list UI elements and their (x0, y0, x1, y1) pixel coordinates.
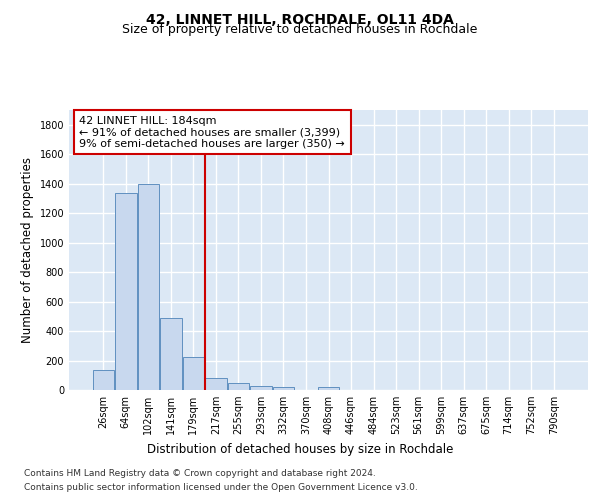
Bar (273, 388, 294, 390)
Text: Contains public sector information licensed under the Open Government Licence v3: Contains public sector information licen… (24, 484, 418, 492)
Bar (318, 388, 339, 390)
Bar (115, 192, 137, 390)
Bar (182, 357, 204, 390)
Text: Distribution of detached houses by size in Rochdale: Distribution of detached houses by size … (147, 442, 453, 456)
Bar (160, 318, 182, 390)
Bar (250, 386, 272, 390)
Text: Contains HM Land Registry data © Crown copyright and database right 2024.: Contains HM Land Registry data © Crown c… (24, 468, 376, 477)
Y-axis label: Number of detached properties: Number of detached properties (21, 157, 34, 343)
Bar (92, 370, 114, 390)
Text: 42, LINNET HILL, ROCHDALE, OL11 4DA: 42, LINNET HILL, ROCHDALE, OL11 4DA (146, 12, 454, 26)
Bar (205, 378, 227, 390)
Text: Size of property relative to detached houses in Rochdale: Size of property relative to detached ho… (122, 22, 478, 36)
Text: 42 LINNET HILL: 184sqm
← 91% of detached houses are smaller (3,399)
9% of semi-d: 42 LINNET HILL: 184sqm ← 91% of detached… (79, 116, 345, 149)
Bar (228, 384, 249, 390)
Bar (137, 184, 159, 390)
